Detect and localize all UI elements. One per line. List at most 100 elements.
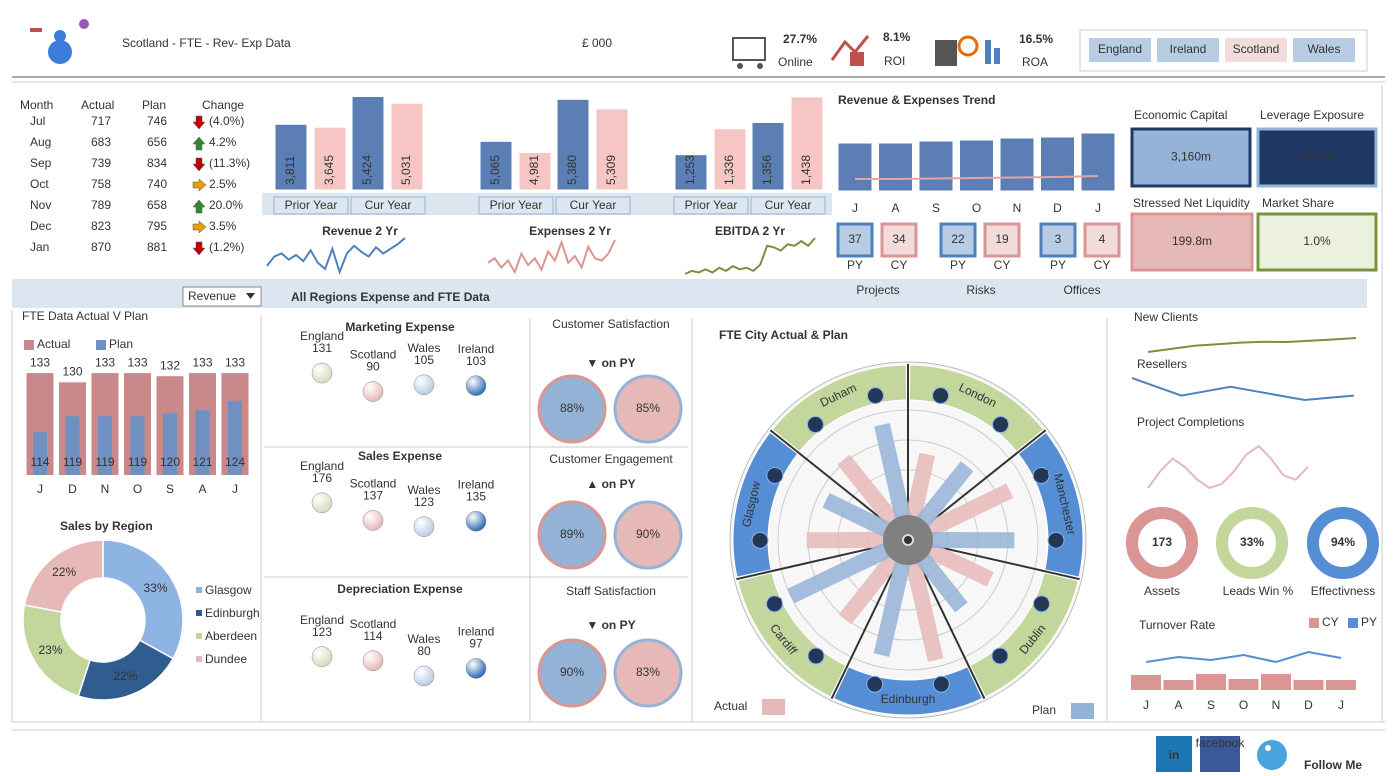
kpi-circle-value: 85% bbox=[636, 401, 660, 415]
value-badge bbox=[765, 595, 783, 613]
legend-swatch bbox=[1071, 703, 1094, 719]
counter-group: Offices bbox=[1063, 283, 1100, 297]
chart-title: Project Completions bbox=[1137, 415, 1244, 429]
data-label: 133 bbox=[192, 355, 212, 369]
table-cell: Jan bbox=[30, 240, 49, 254]
counter-label: PY bbox=[847, 258, 863, 272]
counter-value: 34 bbox=[892, 232, 906, 246]
trend-arrow bbox=[192, 157, 206, 172]
region-button-label[interactable]: Ireland bbox=[1170, 42, 1207, 56]
follow-text: Follow Me bbox=[1304, 758, 1362, 772]
bubble-label: Scotland bbox=[350, 617, 397, 631]
dropdown-arrow[interactable] bbox=[246, 293, 255, 299]
roa-icon bbox=[935, 35, 1000, 66]
kpi-circle-value: 89% bbox=[560, 527, 584, 541]
table-cell: 740 bbox=[147, 177, 167, 191]
value-badge bbox=[766, 466, 784, 484]
counter-group: Projects bbox=[856, 283, 899, 297]
bubble-value: 80 bbox=[417, 644, 431, 658]
line bbox=[1147, 337, 1357, 353]
dropdown[interactable] bbox=[182, 286, 262, 307]
social-text: in bbox=[1169, 748, 1180, 762]
data-label: 5,065 bbox=[488, 155, 502, 185]
pie-slice bbox=[23, 539, 104, 614]
value-badge bbox=[992, 416, 1010, 434]
x-tick-label: J bbox=[852, 201, 858, 215]
twitter-icon[interactable] bbox=[1257, 740, 1287, 770]
bubble-label: Scotland bbox=[350, 477, 397, 491]
bar bbox=[1326, 680, 1356, 690]
counter-box bbox=[983, 222, 1021, 258]
bar bbox=[959, 139, 994, 192]
data-label: 114 bbox=[30, 455, 49, 469]
table-cell: (11.3%) bbox=[209, 156, 250, 170]
gauge-value: 173 bbox=[1152, 535, 1172, 549]
x-tick-label: S bbox=[1207, 698, 1215, 712]
kpi-label: Online bbox=[778, 55, 813, 69]
x-tick-label: O bbox=[972, 201, 981, 215]
chart-title: Sales Expense bbox=[358, 449, 442, 463]
bar bbox=[518, 152, 552, 191]
line bbox=[266, 237, 406, 276]
kpi-title: Staff Satisfaction bbox=[566, 584, 656, 598]
x-tick-label: S bbox=[166, 482, 174, 496]
region-button[interactable] bbox=[1225, 38, 1287, 62]
value-badge bbox=[991, 647, 1009, 665]
legend-swatch bbox=[196, 656, 202, 662]
bar bbox=[1080, 132, 1116, 192]
radial-bar bbox=[806, 532, 889, 549]
radial-bar bbox=[873, 557, 912, 657]
counter-box bbox=[1083, 222, 1121, 258]
bubble-label: Ireland bbox=[458, 625, 495, 639]
region-button[interactable] bbox=[1157, 38, 1219, 62]
category-box bbox=[673, 196, 749, 215]
table-cell: Jul bbox=[30, 114, 45, 128]
kpi-circle bbox=[613, 374, 683, 444]
bar bbox=[228, 400, 242, 475]
data-label: 22% bbox=[113, 669, 137, 683]
legend-label: CY bbox=[1322, 615, 1339, 629]
bar bbox=[33, 431, 47, 475]
x-tick-label: A bbox=[1174, 698, 1182, 712]
radial-bar bbox=[787, 541, 894, 604]
tile-label: Economic Capital bbox=[1134, 108, 1227, 122]
data-label: 51 bbox=[993, 648, 1006, 662]
x-tick-label: A bbox=[198, 482, 206, 496]
linkedin-icon[interactable] bbox=[1156, 736, 1192, 772]
data-label: 60 bbox=[753, 533, 767, 547]
bubble-label: Ireland bbox=[458, 342, 495, 356]
value-badge bbox=[751, 531, 769, 549]
legend-swatch bbox=[1348, 618, 1358, 628]
unit-label: £ 000 bbox=[582, 36, 612, 50]
region-button-label[interactable]: Scotland bbox=[1233, 42, 1280, 56]
x-tick-label: Cur Year bbox=[765, 198, 812, 212]
tile-value: 199.8m bbox=[1172, 234, 1212, 248]
region-button-label[interactable]: England bbox=[1098, 42, 1142, 56]
table-header: Plan bbox=[142, 98, 166, 112]
bubble-value: 123 bbox=[312, 625, 332, 639]
legend-swatch bbox=[1309, 618, 1319, 628]
kpi-value: 27.7% bbox=[783, 32, 817, 46]
chart-title: Marketing Expense bbox=[345, 320, 455, 334]
bubble bbox=[362, 650, 384, 671]
region-button[interactable] bbox=[1089, 38, 1151, 62]
dropdown-label[interactable]: Revenue bbox=[188, 289, 236, 303]
bubble bbox=[413, 665, 435, 687]
data-label: 119 bbox=[128, 455, 147, 469]
kpi-title: Customer Satisfaction bbox=[552, 317, 669, 331]
bar bbox=[130, 416, 145, 475]
kpi-circle-value: 88% bbox=[560, 401, 584, 415]
bubble bbox=[465, 511, 487, 532]
bar bbox=[713, 128, 747, 191]
trend-arrow bbox=[192, 178, 207, 192]
table-cell: Nov bbox=[30, 198, 51, 212]
bubble bbox=[413, 516, 435, 537]
region-button[interactable] bbox=[1293, 38, 1355, 62]
trend-arrow bbox=[192, 241, 206, 256]
table-cell: 3.5% bbox=[209, 219, 237, 233]
facebook-icon[interactable] bbox=[1200, 736, 1240, 772]
bar bbox=[556, 98, 590, 191]
region-button-label[interactable]: Wales bbox=[1308, 42, 1341, 56]
counter-box bbox=[1039, 222, 1077, 258]
gauge-ring bbox=[1307, 507, 1379, 579]
